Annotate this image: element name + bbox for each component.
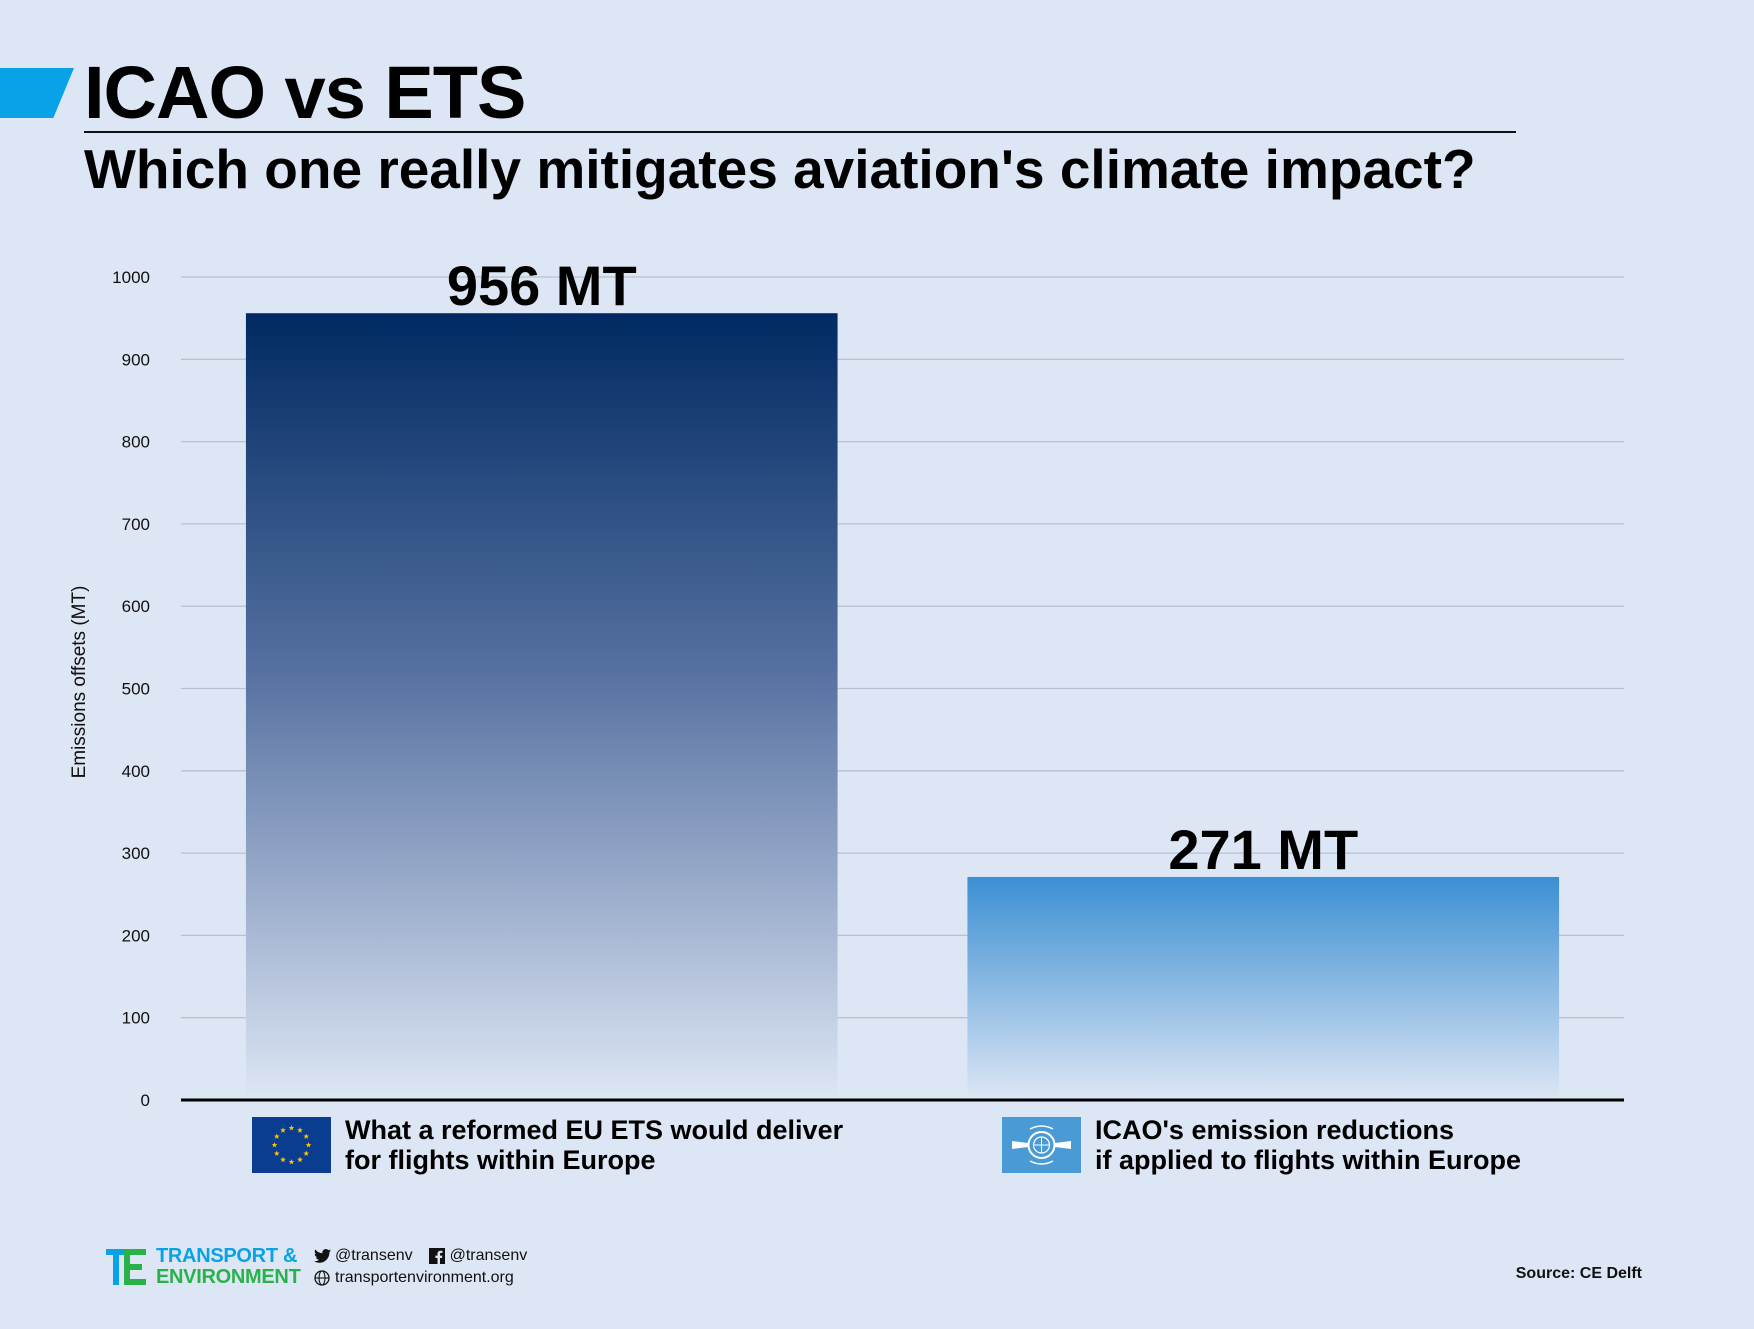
eu-star-icon <box>280 1156 286 1163</box>
data-label: 271 MT <box>1168 818 1358 881</box>
data-label: 956 MT <box>447 254 637 317</box>
y-tick-label: 900 <box>122 350 150 369</box>
eu-star-icon <box>303 1150 310 1156</box>
logo-line1: TRANSPORT & <box>156 1245 298 1267</box>
eu-star-icon <box>288 1125 295 1131</box>
eu-star-icon <box>297 1127 303 1133</box>
icao-emblem-icon <box>1002 1117 1081 1173</box>
y-tick-label: 800 <box>122 433 150 452</box>
eu-star-icon <box>297 1156 303 1163</box>
eu-star-icon <box>273 1150 280 1156</box>
social-links: @transenv @transenv transportenvironment… <box>314 1245 527 1289</box>
page-title: ICAO vs ETS <box>84 51 526 134</box>
eu-star-icon <box>273 1133 280 1139</box>
twitter-handle[interactable]: @transenv <box>335 1247 413 1264</box>
legend-icao-line2: if applied to flights within Europe <box>1095 1145 1521 1175</box>
eu-star-icon <box>305 1142 312 1148</box>
facebook-icon <box>428 1248 447 1264</box>
bar-ets <box>245 313 838 1100</box>
eu-star-icon <box>271 1142 278 1148</box>
y-tick-labels: 0 100 200 300 400 500 600 700 800 900 1000 <box>112 268 150 1110</box>
facebook-handle[interactable]: @transenv <box>449 1247 528 1264</box>
page-subtitle: Which one really mitigates aviation's cl… <box>84 138 1476 200</box>
legend-ets-line1: What a reformed EU ETS would deliver <box>345 1115 844 1145</box>
eu-star-icon <box>280 1127 286 1133</box>
te-logo-mark-icon <box>106 1249 146 1285</box>
y-tick-label: 400 <box>122 762 150 781</box>
legend-item-icao: ICAO's emission reductions if applied to… <box>1002 1115 1521 1175</box>
website-link[interactable]: transportenvironment.org <box>335 1269 514 1286</box>
bars <box>245 313 1560 1100</box>
eu-star-icon <box>303 1133 310 1139</box>
data-labels: 956 MT 271 MT <box>447 254 1358 881</box>
twitter-icon <box>314 1248 332 1264</box>
y-tick-label: 1000 <box>112 268 150 287</box>
y-tick-label: 0 <box>141 1091 150 1110</box>
y-tick-label: 600 <box>122 597 150 616</box>
title-divider <box>84 131 1516 133</box>
legend-icao-line1: ICAO's emission reductions <box>1095 1115 1455 1145</box>
globe-icon <box>314 1270 332 1286</box>
eu-star-icon <box>288 1159 295 1165</box>
y-axis-label: Emissions offsets (MT) <box>69 586 90 779</box>
bar-icao <box>967 876 1560 1100</box>
source-note: Source: CE Delft <box>1515 1265 1642 1282</box>
y-tick-label: 700 <box>122 515 150 534</box>
y-tick-label: 200 <box>122 926 150 945</box>
te-logo: TRANSPORT & ENVIRONMENT <box>106 1245 301 1288</box>
legend-ets-line2: for flights within Europe <box>345 1145 656 1175</box>
y-tick-label: 100 <box>122 1009 150 1028</box>
eu-flag-icon <box>252 1117 331 1173</box>
legend-item-ets: What a reformed EU ETS would deliver for… <box>252 1115 843 1175</box>
y-tick-label: 300 <box>122 844 150 863</box>
logo-line2: ENVIRONMENT <box>156 1266 301 1288</box>
y-tick-label: 500 <box>122 680 150 699</box>
